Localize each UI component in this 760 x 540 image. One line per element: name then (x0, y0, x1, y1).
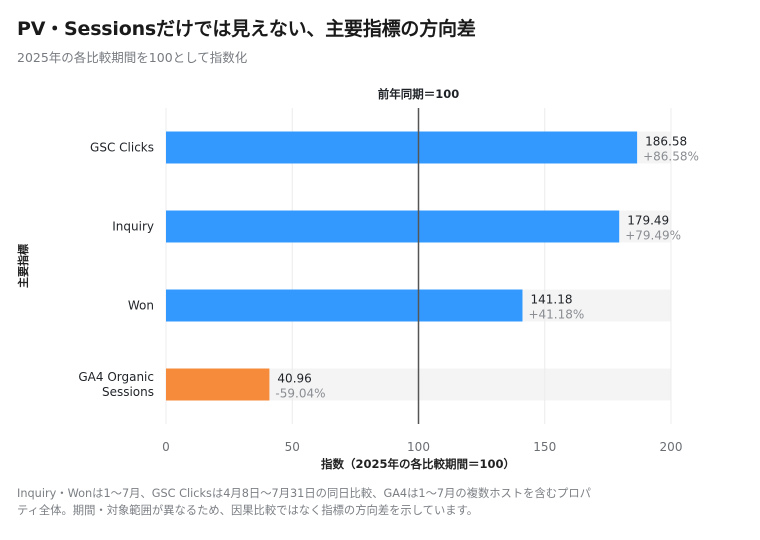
bar-2 (166, 210, 620, 243)
y-axis-label: 主要指標 (16, 244, 30, 288)
page-title: PV・Sessionsだけでは見えない、主要指標の方向差 (17, 18, 476, 40)
x-tick-label: 50 (285, 440, 300, 454)
reference-line-group: 前年同期＝100 (378, 87, 460, 424)
row-band (269, 368, 671, 401)
x-tick-label: 150 (533, 440, 556, 454)
change-label: +86.58% (643, 150, 699, 164)
bar-1 (166, 131, 638, 164)
x-tick-label: 200 (660, 440, 683, 454)
value-label: 40.96 (277, 372, 311, 386)
bar-3 (166, 289, 523, 322)
category-label: Won (128, 299, 154, 313)
category-label: GSC Clicks (90, 141, 154, 155)
value-labels: 186.58+86.58% 179.49+79.49% 141.18+41.18% 4… (275, 135, 699, 401)
category-label: Sessions (102, 385, 154, 399)
change-label: -59.04% (275, 387, 325, 401)
category-label: GA4 Organic (78, 370, 154, 384)
value-label: 141.18 (530, 293, 572, 307)
x-tick-label: 0 (162, 440, 170, 454)
row-bands (269, 131, 671, 401)
x-tick-labels: 0 50 100 150 200 (162, 440, 682, 454)
bars (166, 131, 638, 401)
x-tick-label: 100 (407, 440, 430, 454)
footnote: Inquiry・Wonは1〜7月、GSC Clicksは4月8日〜7月31日の同… (17, 487, 591, 517)
change-label: +41.18% (528, 308, 584, 322)
value-label: 186.58 (645, 135, 687, 149)
row-band (522, 289, 671, 322)
bar-4 (166, 368, 270, 401)
row-band (619, 210, 671, 243)
x-axis-label: 指数（2025年の各比較期間＝100） (321, 457, 515, 471)
row-band (637, 131, 671, 164)
category-label: Inquiry (112, 220, 154, 234)
value-label: 179.49 (627, 214, 669, 228)
change-label: +79.49% (625, 229, 681, 243)
reference-line-label: 前年同期＝100 (378, 87, 460, 101)
page-subtitle: 2025年の各比較期間を100として指数化 (17, 50, 248, 65)
